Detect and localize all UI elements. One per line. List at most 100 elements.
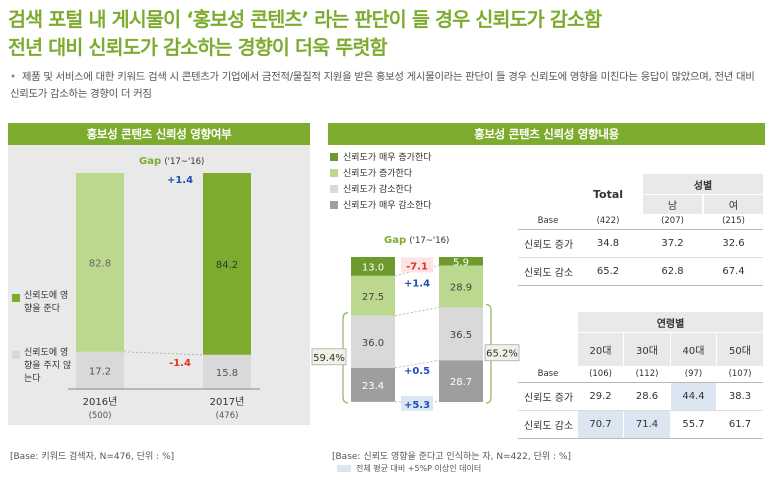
age-base-label: Base (537, 369, 559, 379)
gender-row-increase-female: 32.6 (722, 238, 745, 249)
gender-base-male: (207) (661, 216, 684, 226)
age-row-decrease-50: 61.7 (728, 419, 752, 430)
age-base-40: (97) (684, 369, 703, 379)
bar-seg-1-0 (351, 275, 395, 316)
bar-seg-1-1 (439, 265, 483, 308)
age-row-decrease-30: 71.4 (624, 411, 670, 438)
right-gap-title: Gap (384, 235, 407, 246)
gender-row-decrease-female: 67.4 (722, 266, 745, 277)
age-row-increase-20: 29.2 (589, 391, 612, 402)
age-table-line (518, 438, 763, 439)
bracket-left-box (311, 348, 347, 366)
label-seg-3-0: 23.4 (362, 381, 384, 392)
age-row-decrease-label: 신뢰도 감소 (524, 421, 574, 432)
gap-increase: +1.4 (404, 278, 430, 289)
left-gap-label: Gap ('17~'16) (139, 156, 204, 167)
age-table-line (518, 382, 763, 383)
bullet-text: • 제품 및 서비스에 대한 키워드 검색 시 콘텐츠가 기업에서 금전적/물질적… (10, 69, 765, 103)
age-row-decrease-40: 55.7 (682, 419, 705, 430)
age-row-increase-50: 38.3 (728, 391, 752, 402)
page-title-line1: 검색 포털 내 게시물이 ‘홍보성 콘텐츠’ 라는 판단이 들 경우 신뢰도가 … (8, 8, 602, 31)
label-affects-0: 82.8 (89, 258, 111, 269)
connector-line (123, 351, 204, 356)
right-gap-label: Gap ('17~'16) (384, 235, 449, 246)
gap-bottom-label: -1.4 (169, 358, 191, 369)
highlight-swatch (337, 465, 351, 472)
left-panel-header: 홍보성 콘텐츠 신뢰성 영향여부 (8, 123, 310, 145)
age-col-50: 50대 (717, 333, 763, 366)
left-gap-title: Gap (139, 156, 162, 167)
age-row-increase-40: 44.4 (671, 383, 716, 410)
label-seg-1-1: 28.9 (450, 283, 472, 294)
gender-row-increase-label: 신뢰도 증가 (524, 240, 574, 251)
bar-seg-0-1 (439, 257, 483, 266)
gender-row-decrease-male: 62.8 (661, 266, 684, 277)
legend-swatch-no-effect (12, 351, 20, 359)
bullet-mark: • (10, 71, 16, 83)
legend-label-affects: 신뢰도에 영향을 준다 (24, 291, 69, 314)
legend-label-increase: 신뢰도가 증가한다 (343, 169, 413, 179)
gender-table-line (518, 257, 763, 258)
left-base-note: [Base: 키워드 검색자, N=476, 단위 : %] (10, 452, 175, 462)
bar-no-effect-1 (203, 354, 251, 389)
gap-box-very-decrease (401, 395, 433, 411)
connector-line (394, 359, 440, 369)
gap-box-very-increase (401, 257, 433, 273)
age-base-30: (112) (635, 369, 659, 379)
gap-very-increase: -7.1 (406, 261, 428, 272)
gender-group-header: 성별 (643, 174, 763, 194)
age-table: 연령별 20대 30대 40대 50대 Base (106) (112) (97… (518, 312, 763, 439)
bracket-right-box (484, 344, 520, 362)
gender-row-increase-total: 34.8 (596, 238, 620, 249)
category-n-1: (476) (216, 411, 239, 421)
bar-seg-3-1 (439, 360, 483, 402)
gender-table: Total 성별 남 여 Base (422) (207) (215) 신뢰도 … (518, 174, 763, 286)
gender-base-female: (215) (722, 216, 745, 226)
label-affects-1: 84.2 (216, 260, 238, 271)
bar-seg-2-1 (439, 307, 483, 361)
gender-table-line (518, 229, 763, 230)
bar-seg-3-0 (351, 367, 395, 402)
age-base-50: (107) (728, 369, 752, 379)
category-label-1: 2017년 (210, 396, 245, 408)
age-table-line (518, 410, 763, 411)
gender-base-total: (422) (596, 216, 620, 226)
category-label-0: 2016년 (83, 396, 118, 408)
age-group-header: 연령별 (578, 312, 763, 332)
gap-decrease: +0.5 (404, 366, 430, 377)
legend-label-very-decrease: 신뢰도가 매우 감소한다 (343, 201, 432, 211)
right-panel-header: 홍보성 콘텐츠 신뢰성 영향내용 (328, 123, 765, 145)
category-n-0: (500) (89, 411, 112, 421)
label-seg-0-1: 5.9 (453, 257, 469, 268)
legend-swatch-decrease (330, 185, 338, 193)
legend-swatch-affects (12, 294, 20, 302)
age-col-30: 30대 (624, 333, 670, 366)
left-stacked-bar-chart: 82.8 17.2 2016년 (500) 84.2 15.8 2017년 (476) +1.4… (68, 173, 260, 421)
legend-label-no-effect: 신뢰도에 영향을 주지 않는다 (24, 348, 72, 384)
legend-swatch-very-increase (330, 153, 338, 161)
gender-col-female: 여 (704, 195, 763, 214)
gender-base-label: Base (537, 216, 559, 226)
page-title-line2: 전년 대비 신뢰도가 감소하는 경향이 더욱 뚜렷함 (8, 36, 388, 59)
bar-affects-1 (203, 173, 251, 355)
highlight-note: 전체 평균 대비 +5%P 이상인 데이터 (356, 464, 482, 473)
age-row-increase-30: 28.6 (635, 391, 659, 402)
legend-label-very-increase: 신뢰도가 매우 증가한다 (343, 153, 432, 163)
legend-swatch-very-decrease (330, 201, 338, 209)
gender-total-header: Total (592, 187, 624, 201)
legend-label-decrease: 신뢰도가 감소한다 (343, 185, 413, 195)
gender-row-decrease-total: 65.2 (596, 266, 620, 277)
gender-row-decrease-label: 신뢰도 감소 (524, 268, 574, 279)
bar-seg-2-0 (351, 315, 395, 368)
connector-line (394, 307, 440, 317)
bracket-left-value: 59.4% (313, 353, 345, 364)
label-no-effect-0: 17.2 (89, 366, 111, 377)
gender-row-increase-male: 37.2 (661, 238, 684, 249)
bullet-body: 제품 및 서비스에 대한 키워드 검색 시 콘텐츠가 기업에서 금전적/물질적 … (10, 71, 755, 100)
left-panel-body (8, 145, 310, 425)
label-seg-1-0: 27.5 (362, 292, 384, 303)
right-gap-unit: ('17~'16) (409, 236, 450, 246)
left-gap-unit: ('17~'16) (164, 157, 205, 167)
age-row-increase-label: 신뢰도 증가 (524, 393, 574, 404)
gap-very-decrease: +5.3 (404, 400, 430, 411)
